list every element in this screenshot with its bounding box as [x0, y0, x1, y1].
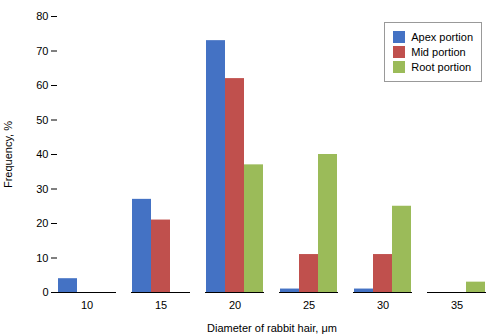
svg-text:Diameter of rabbit hair, μm: Diameter of rabbit hair, μm	[207, 322, 337, 334]
svg-text:60: 60	[36, 79, 48, 91]
html-text:Apex portion: Apex portion	[411, 31, 473, 43]
svg-text:80: 80	[36, 10, 48, 22]
svg-text:30: 30	[36, 183, 48, 195]
svg-text:0: 0	[42, 286, 48, 298]
svg-text:10: 10	[36, 252, 48, 264]
svg-text:20: 20	[36, 217, 48, 229]
svg-text:25: 25	[303, 299, 315, 311]
svg-text:40: 40	[36, 148, 48, 160]
svg-text:70: 70	[36, 45, 48, 57]
svg-text:Frequency, %: Frequency, %	[2, 121, 14, 188]
svg-text:15: 15	[155, 299, 167, 311]
svg-text:50: 50	[36, 114, 48, 126]
svg-text:20: 20	[229, 299, 241, 311]
svg-text:30: 30	[377, 299, 389, 311]
html-text:Mid portion: Mid portion	[411, 46, 466, 58]
html-text:Root portion: Root portion	[411, 61, 472, 73]
svg-text:10: 10	[81, 299, 93, 311]
svg-text:35: 35	[451, 299, 463, 311]
